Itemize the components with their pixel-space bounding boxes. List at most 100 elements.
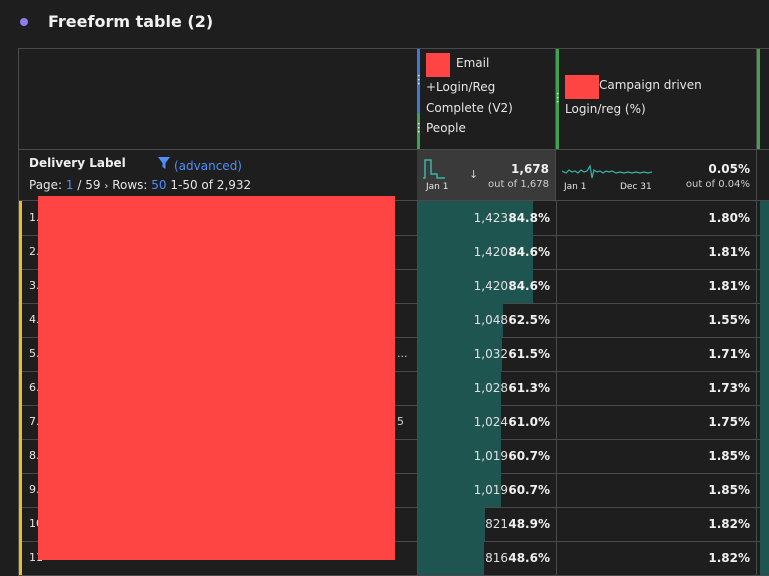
column-header-email-login[interactable]: • • • • • • Email +Login/Reg Complete (V2) P… bbox=[417, 49, 556, 150]
cell-next[interactable] bbox=[757, 337, 769, 371]
cell-email-login[interactable]: 821 48.9% bbox=[417, 507, 557, 541]
dimension-label[interactable]: Delivery Label bbox=[29, 156, 126, 170]
cell-percent: 48.6% bbox=[508, 551, 550, 565]
page-number-input[interactable]: 1 bbox=[65, 178, 74, 192]
cell-value: 1,048 bbox=[473, 313, 508, 327]
row-color-bar bbox=[19, 405, 22, 439]
cell-email-login[interactable]: 1,028 61.3% bbox=[417, 371, 557, 405]
sparkline-icon[interactable] bbox=[562, 156, 652, 180]
percent-bar bbox=[760, 201, 769, 235]
rows-label: Rows: bbox=[112, 178, 148, 192]
advanced-filter-link[interactable]: (advanced) bbox=[174, 159, 242, 173]
cell-next[interactable] bbox=[757, 473, 769, 507]
row-label-trail: 5 bbox=[397, 415, 404, 428]
row-label-trail: ... bbox=[397, 347, 408, 360]
chevron-right-icon[interactable]: › bbox=[104, 181, 109, 192]
cell-percent: 1.81% bbox=[708, 245, 750, 259]
drag-handle-icon[interactable]: • • • bbox=[417, 121, 421, 136]
cell-value: 1,024 bbox=[473, 415, 508, 429]
cell-next[interactable] bbox=[757, 303, 769, 337]
cell-percent: 1.82% bbox=[708, 551, 750, 565]
cell-percent: 62.5% bbox=[508, 313, 550, 327]
cell-value: 1,032 bbox=[473, 347, 508, 361]
cell-campaign-login[interactable]: 1.80% bbox=[556, 201, 757, 235]
cell-percent: 84.6% bbox=[508, 279, 550, 293]
filter-icon[interactable] bbox=[157, 156, 171, 170]
percent-bar bbox=[760, 371, 769, 405]
column-header-campaign-login[interactable]: • • • Campaign driven Login/reg (%) bbox=[556, 49, 757, 150]
dimension-header: Delivery Label (advanced) Page: 1 / 59 ›… bbox=[19, 150, 418, 201]
cell-next[interactable] bbox=[757, 405, 769, 439]
panel-title[interactable]: Freeform table (2) bbox=[48, 12, 214, 31]
sparkline-icon[interactable] bbox=[423, 156, 445, 180]
metric-color-bar bbox=[556, 49, 559, 149]
summary-cell-next bbox=[757, 150, 769, 201]
cell-campaign-login[interactable]: 1.85% bbox=[556, 473, 757, 507]
header-corner bbox=[19, 49, 418, 150]
panel-status-dot[interactable] bbox=[20, 18, 28, 26]
cell-email-login[interactable]: 1,019 60.7% bbox=[417, 473, 557, 507]
segment-color-bar bbox=[417, 113, 420, 149]
summary-cell-email-login: Jan 1 ↓ 1,678 out of 1,678 bbox=[417, 150, 556, 201]
row-index: 6. bbox=[29, 381, 40, 394]
cell-campaign-login[interactable]: 1.75% bbox=[556, 405, 757, 439]
percent-bar bbox=[760, 541, 769, 575]
percent-bar bbox=[760, 337, 769, 371]
percent-bar bbox=[418, 201, 533, 235]
cell-campaign-login[interactable]: 1.82% bbox=[556, 507, 757, 541]
cell-percent: 60.7% bbox=[508, 449, 550, 463]
drag-handle-icon[interactable]: • • • bbox=[417, 73, 421, 88]
cell-email-login[interactable]: 1,032 61.5% bbox=[417, 337, 557, 371]
cell-percent: 1.75% bbox=[708, 415, 750, 429]
cell-campaign-login[interactable]: 1.81% bbox=[556, 235, 757, 269]
sort-descending-icon[interactable]: ↓ bbox=[469, 168, 479, 181]
row-color-bar bbox=[19, 473, 22, 507]
cell-next[interactable] bbox=[757, 507, 769, 541]
cell-next[interactable] bbox=[757, 269, 769, 303]
cell-campaign-login[interactable]: 1.81% bbox=[556, 269, 757, 303]
row-index: 4. bbox=[29, 313, 40, 326]
cell-email-login[interactable]: 1,024 61.0% bbox=[417, 405, 557, 439]
percent-bar bbox=[418, 371, 501, 405]
column-header-next[interactable] bbox=[757, 49, 769, 150]
row-index: 7. bbox=[29, 415, 40, 428]
percent-bar bbox=[760, 439, 769, 473]
cell-email-login[interactable]: 1,423 84.8% bbox=[417, 201, 557, 235]
drag-handle-icon[interactable]: • • • bbox=[556, 91, 560, 106]
summary-out-of: out of 0.04% bbox=[685, 179, 750, 190]
rows-per-page-select[interactable]: 50 bbox=[151, 178, 167, 192]
percent-bar bbox=[418, 507, 485, 541]
row-color-bar bbox=[19, 371, 22, 405]
cell-email-login[interactable]: 1,420 84.6% bbox=[417, 235, 557, 269]
column-metric-label: Campaign driven Login/reg (%) bbox=[565, 75, 753, 120]
percent-bar bbox=[760, 507, 769, 541]
cell-campaign-login[interactable]: 1.71% bbox=[556, 337, 757, 371]
cell-percent: 1.82% bbox=[708, 517, 750, 531]
cell-value: 816 bbox=[485, 551, 508, 565]
cell-email-login[interactable]: 1,019 60.7% bbox=[417, 439, 557, 473]
cell-campaign-login[interactable]: 1.55% bbox=[556, 303, 757, 337]
sparkline-end-label: Dec 31 bbox=[620, 182, 652, 192]
cell-campaign-login[interactable]: 1.82% bbox=[556, 541, 757, 575]
cell-percent: 61.0% bbox=[508, 415, 550, 429]
summary-out-of: out of 1,678 bbox=[487, 179, 549, 190]
cell-next[interactable] bbox=[757, 201, 769, 235]
cell-percent: 84.8% bbox=[508, 211, 550, 225]
cell-campaign-login[interactable]: 1.85% bbox=[556, 439, 757, 473]
sparkline-start-label: Jan 1 bbox=[564, 182, 587, 192]
cell-next[interactable] bbox=[757, 235, 769, 269]
percent-bar bbox=[418, 337, 502, 371]
cell-next[interactable] bbox=[757, 371, 769, 405]
cell-email-login[interactable]: 1,420 84.6% bbox=[417, 269, 557, 303]
cell-campaign-login[interactable]: 1.73% bbox=[556, 371, 757, 405]
cell-next[interactable] bbox=[757, 439, 769, 473]
summary-total: 0.05% bbox=[708, 162, 750, 176]
row-index: 3. bbox=[29, 279, 40, 292]
cell-email-login[interactable]: 1,048 62.5% bbox=[417, 303, 557, 337]
cell-email-login[interactable]: 816 48.6% bbox=[417, 541, 557, 575]
percent-bar bbox=[418, 541, 484, 575]
cell-percent: 61.3% bbox=[508, 381, 550, 395]
row-color-bar bbox=[19, 541, 22, 575]
table-row[interactable]: 11 816 48.6% 1.82% bbox=[19, 541, 769, 576]
cell-next[interactable] bbox=[757, 541, 769, 575]
